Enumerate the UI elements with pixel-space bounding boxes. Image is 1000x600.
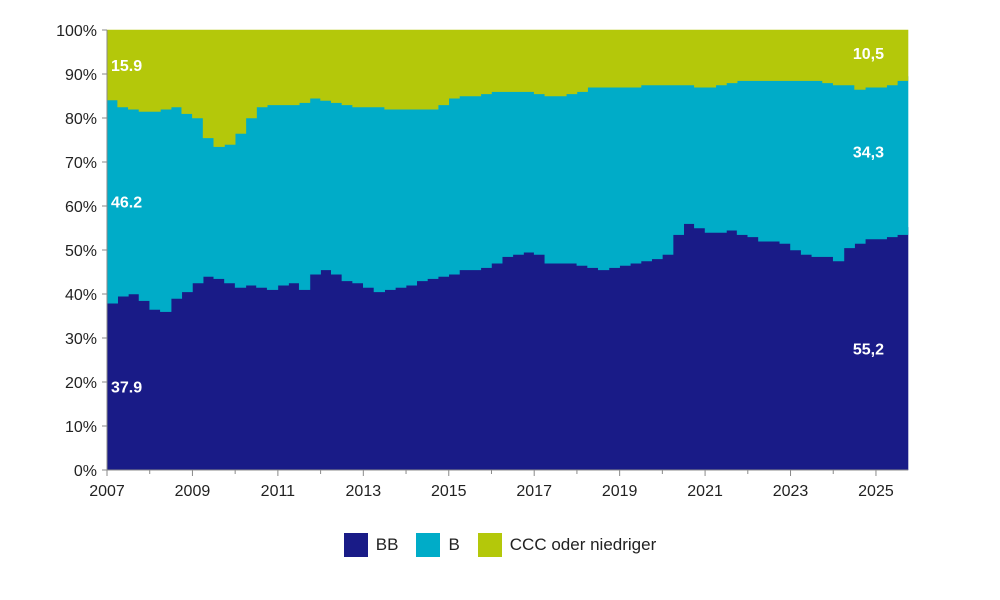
y-tick-label: 60% (65, 199, 97, 216)
data-label-ccc-oder-niedriger-end: 10,5 (853, 46, 884, 63)
stacked-area-chart: 37.9 55,2 46.2 34,3 15.9 10,5 0% 10% 20% 30% 40% 5… (56, 23, 909, 500)
legend-item-ccc: CCC oder niedriger (477, 533, 657, 557)
y-tick-label: 0% (74, 463, 97, 480)
x-tick-label: 2023 (773, 483, 809, 500)
legend-swatch-ccc (477, 533, 502, 557)
legend-item-b: B (416, 533, 460, 557)
x-tick-label: 2021 (687, 483, 723, 500)
x-tick-label: 2017 (516, 483, 552, 500)
legend-swatch-b (416, 533, 441, 557)
data-label-layer: 37.9 55,2 46.2 34,3 15.9 10,5 (111, 46, 884, 397)
data-label-ccc-oder-niedriger-start: 15.9 (111, 58, 142, 75)
x-tick-label: 2011 (261, 483, 296, 500)
data-label-bb-start: 37.9 (111, 380, 142, 397)
data-label-b-start: 46.2 (111, 195, 142, 212)
area-layer (106, 29, 909, 471)
y-tick-label: 30% (65, 331, 97, 348)
legend-item-bb: BB (343, 533, 399, 557)
x-tick-label: 2015 (431, 483, 467, 500)
legend-swatch-bb (343, 533, 368, 557)
y-tick-label: 10% (65, 419, 97, 436)
y-tick-label: 80% (65, 111, 97, 128)
area-ccc-oder-niedriger (106, 29, 909, 147)
y-tick-label: 90% (65, 67, 97, 84)
x-tick-label: 2013 (346, 483, 382, 500)
legend-label-bb: BB (375, 535, 399, 554)
y-tick-label: 40% (65, 287, 97, 304)
axes: 0% 10% 20% 30% 40% 50% 60% 70% 80% 90% 100% 2007 200… (56, 23, 908, 500)
x-tick-label: 2025 (858, 483, 894, 500)
y-tick-label: 70% (65, 155, 97, 172)
x-tick-label: 2007 (89, 483, 125, 500)
x-tick-label: 2009 (175, 483, 211, 500)
legend-label-b: B (448, 535, 460, 554)
legend: BB B CCC oder niedriger (0, 528, 1000, 562)
y-tick-label: 100% (56, 23, 97, 40)
x-tick-label: 2019 (602, 483, 638, 500)
y-tick-label: 50% (65, 243, 97, 260)
data-label-b-end: 34,3 (853, 145, 884, 162)
y-tick-label: 20% (65, 375, 97, 392)
legend-label-ccc: CCC oder niedriger (509, 535, 657, 554)
data-label-bb-end: 55,2 (853, 342, 884, 359)
